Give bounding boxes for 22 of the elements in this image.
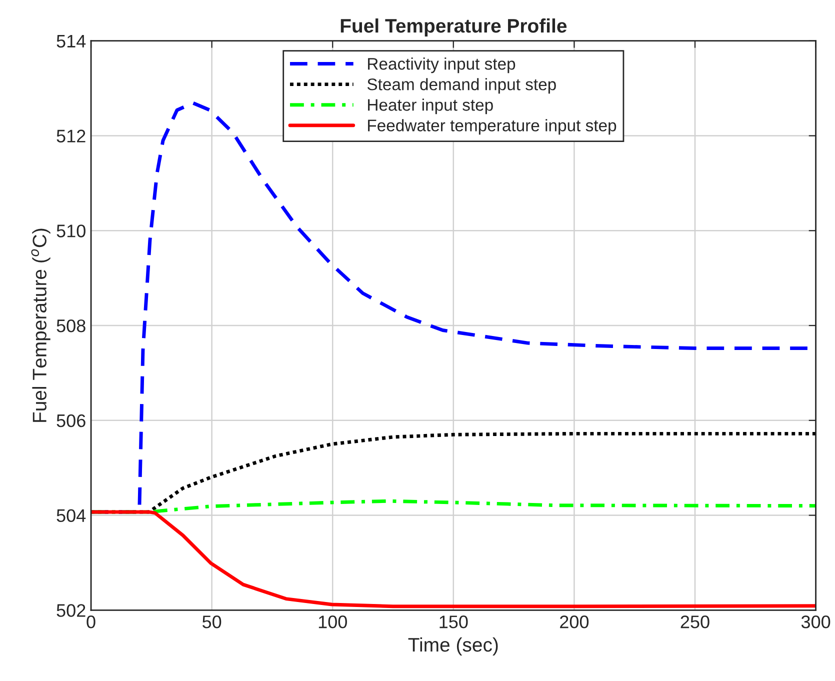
y-tick-label: 512 xyxy=(56,130,86,142)
x-tick-label: 200 xyxy=(560,616,589,628)
chart-title: Fuel Temperature Profile xyxy=(340,18,567,37)
legend-label: Steam demand input step xyxy=(367,78,556,94)
line-series xyxy=(91,510,816,608)
x-tick-label: 250 xyxy=(680,616,710,628)
y-tick-label: 502 xyxy=(56,604,86,617)
x-axis-title: Time (sec) xyxy=(408,637,498,656)
x-tick-label: 100 xyxy=(318,616,347,628)
legend-label: Feedwater temperature input step xyxy=(368,119,616,135)
y-tick-label: 506 xyxy=(56,414,86,428)
legend-label: Reactivity input step xyxy=(368,58,516,74)
y-tick-label: 514 xyxy=(56,34,86,48)
x-tick-label: 150 xyxy=(440,616,468,628)
y-axis-title: Fuel Temperature ($^{o}$C) xyxy=(31,228,50,422)
x-tick-label: 0 xyxy=(86,616,96,628)
legend-label: Heater input step xyxy=(368,98,493,114)
x-tick-label: 300 xyxy=(801,616,830,628)
x-tick-label: 50 xyxy=(202,616,222,628)
y-tick-label: 508 xyxy=(56,319,86,332)
y-tick-label: 510 xyxy=(56,224,86,238)
y-tick-label: 504 xyxy=(56,509,86,522)
